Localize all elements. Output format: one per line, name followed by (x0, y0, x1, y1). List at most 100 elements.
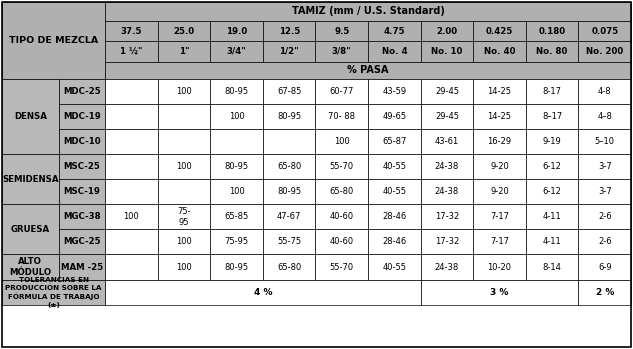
Bar (421, 204, 473, 229)
Text: MDC-19: MDC-19 (63, 112, 101, 121)
Text: 6-12: 6-12 (542, 187, 561, 196)
Bar (526, 129, 579, 154)
Bar (368, 154, 421, 179)
Bar (105, 61, 631, 79)
Text: 8-17: 8-17 (542, 87, 561, 96)
Bar (526, 179, 579, 204)
Bar (526, 79, 579, 104)
Text: 7-17: 7-17 (490, 212, 509, 221)
Bar (263, 79, 315, 104)
Bar (579, 179, 631, 204)
Bar (2, 280, 105, 305)
Bar (315, 154, 368, 179)
Bar (210, 254, 263, 280)
Bar (473, 129, 526, 154)
Text: TOLERANCIAS EN
PRODUCCIÓN SOBRE LA
FÓRMULA DE TRABAJO
(±): TOLERANCIAS EN PRODUCCIÓN SOBRE LA FÓRMU… (5, 276, 102, 308)
Bar (210, 21, 263, 41)
Bar (579, 229, 631, 254)
Bar (368, 41, 421, 61)
Text: 8-14: 8-14 (542, 262, 561, 272)
Text: 2 %: 2 % (596, 288, 614, 297)
Bar (421, 280, 579, 305)
Text: 10-20: 10-20 (487, 262, 511, 272)
Bar (59, 179, 105, 204)
Text: MSC-25: MSC-25 (63, 162, 100, 171)
Bar (473, 41, 526, 61)
Bar (473, 179, 526, 204)
Bar (473, 154, 526, 179)
Bar (368, 254, 421, 280)
Bar (368, 21, 421, 41)
Bar (158, 79, 210, 104)
Text: 9-19: 9-19 (542, 137, 561, 146)
Text: No. 10: No. 10 (431, 47, 463, 56)
Text: 100: 100 (123, 212, 139, 221)
Bar (315, 179, 368, 204)
Bar (315, 254, 368, 280)
Bar (473, 229, 526, 254)
Text: 17-32: 17-32 (435, 237, 459, 246)
Text: 80-95: 80-95 (225, 162, 249, 171)
Bar (473, 204, 526, 229)
Bar (105, 254, 158, 280)
Text: 100: 100 (176, 87, 192, 96)
Text: No. 4: No. 4 (382, 47, 407, 56)
Text: 2.00: 2.00 (436, 27, 458, 36)
Text: 28-46: 28-46 (382, 212, 406, 221)
Bar (105, 204, 158, 229)
Bar (263, 229, 315, 254)
Bar (105, 179, 158, 204)
Bar (368, 129, 421, 154)
Text: 43-59: 43-59 (382, 87, 406, 96)
Bar (421, 21, 473, 41)
Text: 43-61: 43-61 (435, 137, 459, 146)
Text: 65-80: 65-80 (330, 187, 354, 196)
Text: 4-8: 4-8 (598, 87, 611, 96)
Text: 40-60: 40-60 (330, 237, 354, 246)
Bar (421, 104, 473, 129)
Bar (421, 254, 473, 280)
Bar (263, 129, 315, 154)
Text: MSC-19: MSC-19 (63, 187, 100, 196)
Text: 75-
95: 75- 95 (177, 207, 191, 227)
Text: 29-45: 29-45 (435, 112, 459, 121)
Bar (579, 41, 631, 61)
Text: MGC-25: MGC-25 (63, 237, 101, 246)
Text: 100: 100 (229, 112, 244, 121)
Bar (210, 129, 263, 154)
Bar (526, 41, 579, 61)
Text: 29-45: 29-45 (435, 87, 459, 96)
Bar (210, 179, 263, 204)
Bar (105, 104, 158, 129)
Text: 65-80: 65-80 (277, 162, 301, 171)
Bar (263, 179, 315, 204)
Text: 3 %: 3 % (491, 288, 509, 297)
Text: MGC-38: MGC-38 (63, 212, 101, 221)
Bar (315, 229, 368, 254)
Text: 49-65: 49-65 (382, 112, 406, 121)
Bar (2, 204, 59, 254)
Bar (158, 21, 210, 41)
Text: 17-32: 17-32 (435, 212, 459, 221)
Bar (59, 154, 105, 179)
Text: 9-20: 9-20 (490, 187, 509, 196)
Bar (368, 79, 421, 104)
Bar (59, 204, 105, 229)
Bar (158, 179, 210, 204)
Text: 3-7: 3-7 (598, 187, 611, 196)
Text: SEMIDENSA: SEMIDENSA (2, 175, 59, 184)
Bar (526, 21, 579, 41)
Bar (579, 104, 631, 129)
Text: 19.0: 19.0 (226, 27, 248, 36)
Text: 47-67: 47-67 (277, 212, 301, 221)
Text: 16-29: 16-29 (487, 137, 511, 146)
Bar (473, 104, 526, 129)
Text: No. 200: No. 200 (586, 47, 624, 56)
Text: 70- 88: 70- 88 (329, 112, 355, 121)
Text: 40-55: 40-55 (382, 187, 406, 196)
Bar (158, 104, 210, 129)
Bar (2, 79, 59, 154)
Bar (263, 204, 315, 229)
Text: 37.5: 37.5 (121, 27, 142, 36)
Text: 2-6: 2-6 (598, 212, 611, 221)
